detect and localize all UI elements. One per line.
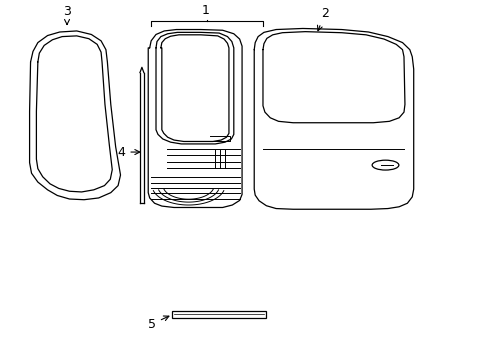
- Text: 2: 2: [317, 7, 328, 31]
- Text: 4: 4: [117, 145, 140, 158]
- Text: 1: 1: [201, 4, 209, 17]
- Text: 5: 5: [148, 316, 168, 330]
- Text: 3: 3: [63, 5, 71, 24]
- Bar: [171, 311, 266, 318]
